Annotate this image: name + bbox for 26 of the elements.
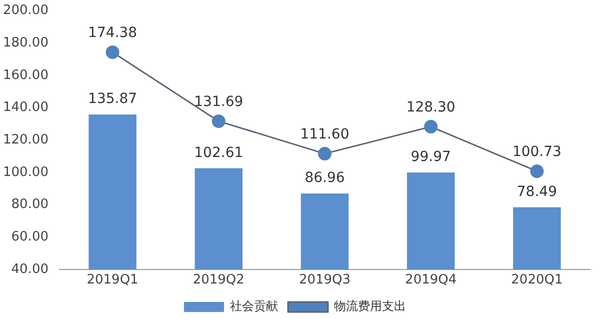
legend-label: 物流费用支出 xyxy=(334,299,406,314)
data-label: 128.30 xyxy=(406,99,456,116)
data-label: 78.49 xyxy=(516,184,557,200)
data-label: 102.61 xyxy=(194,144,244,161)
y-tick-label: 120.00 xyxy=(2,132,48,148)
x-tick-label: 2019Q3 xyxy=(298,272,351,288)
y-tick-label: 100.00 xyxy=(2,164,48,180)
x-tick-label: 2020Q1 xyxy=(511,272,563,288)
y-tick-label: 40.00 xyxy=(11,262,48,277)
y-tick-label: 80.00 xyxy=(11,197,48,212)
y-tick-label: 140.00 xyxy=(2,100,48,116)
y-tick-label: 160.00 xyxy=(2,68,48,83)
data-label: 100.73 xyxy=(512,144,562,160)
data-label: 111.60 xyxy=(300,126,350,142)
x-tick-label: 2019Q2 xyxy=(192,272,244,288)
data-label: 131.69 xyxy=(194,94,244,110)
data-label: 86.96 xyxy=(304,170,345,186)
data-label: 135.87 xyxy=(88,91,138,108)
x-tick-label: 2019Q1 xyxy=(86,272,138,288)
y-tick-label: 60.00 xyxy=(11,229,48,244)
y-tick-label: 200.00 xyxy=(2,3,48,18)
data-label: 99.97 xyxy=(410,149,451,166)
legend-label: 社会贡献 xyxy=(230,299,278,314)
data-label: 174.38 xyxy=(88,24,138,41)
y-tick-label: 180.00 xyxy=(2,36,48,50)
x-tick-label: 2019Q4 xyxy=(405,272,457,288)
